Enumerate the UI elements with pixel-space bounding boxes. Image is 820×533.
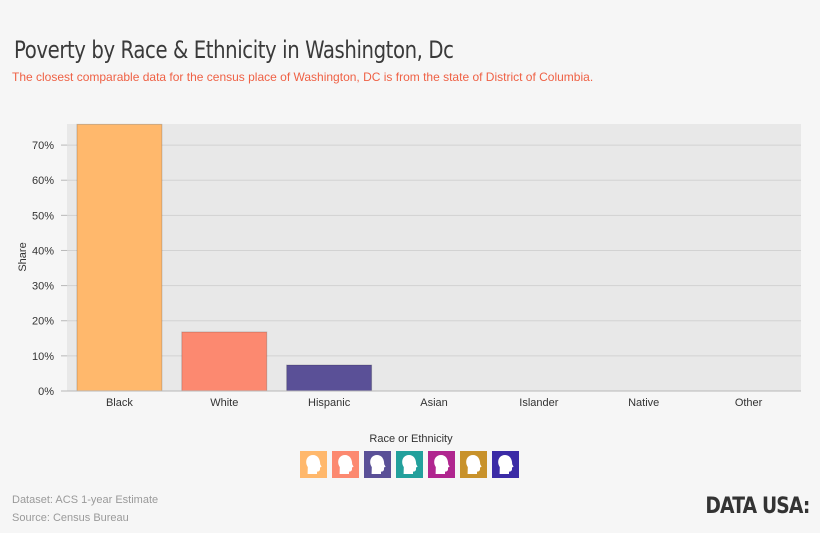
bar-black[interactable] <box>76 123 163 392</box>
person-head-icon <box>306 455 322 474</box>
bars <box>76 123 373 392</box>
x-tick-label: Native <box>628 397 659 409</box>
chart-subtitle: The closest comparable data for the cens… <box>12 70 594 84</box>
y-tick-label: 30% <box>32 281 54 293</box>
person-head-icon <box>498 455 514 474</box>
y-axis-label: Share <box>17 242 29 271</box>
y-tick-label: 40% <box>32 245 54 257</box>
legend-swatch[interactable] <box>396 451 423 478</box>
person-head-icon <box>338 455 354 474</box>
x-tick-label: Other <box>735 397 763 409</box>
bar-hispanic[interactable] <box>286 364 373 392</box>
x-axis-label: Race or Ethnicity <box>369 433 453 445</box>
y-tick-label: 0% <box>38 386 54 398</box>
legend-swatch[interactable] <box>460 451 487 478</box>
legend-swatch[interactable] <box>428 451 455 478</box>
plot-background <box>67 124 801 391</box>
y-axis-ticks: 0% 10% 20% 30% 40% 50% 60% 70% <box>32 140 67 398</box>
gridlines <box>67 144 801 357</box>
y-tick-label: 50% <box>32 210 54 222</box>
x-tick-label: Islander <box>519 397 558 409</box>
person-head-icon <box>370 455 386 474</box>
y-tick-label: 10% <box>32 351 54 363</box>
person-head-icon <box>434 455 450 474</box>
x-tick-label: Hispanic <box>308 397 351 409</box>
legend-swatch[interactable] <box>492 451 519 478</box>
person-head-icon <box>466 455 482 474</box>
source-note: Source: Census Bureau <box>12 512 129 524</box>
legend-swatch[interactable] <box>332 451 359 478</box>
x-tick-label: Black <box>106 397 133 409</box>
y-tick-label: 20% <box>32 316 54 328</box>
y-tick-label: 60% <box>32 175 54 187</box>
chart-title: Poverty by Race & Ethnicity in Washingto… <box>14 36 454 64</box>
x-tick-label: White <box>210 397 238 409</box>
x-axis-ticks: Black White Hispanic Asian Islander Native Oth… <box>106 397 763 409</box>
bar-white[interactable] <box>181 331 268 392</box>
y-tick-label: 70% <box>32 140 54 152</box>
person-head-icon <box>402 455 418 474</box>
legend-swatch[interactable] <box>300 451 327 478</box>
datausa-logo[interactable]: DATA USA: <box>705 494 811 519</box>
legend-swatch[interactable] <box>364 451 391 478</box>
legend <box>300 451 519 478</box>
dataset-note: Dataset: ACS 1-year Estimate <box>12 494 159 506</box>
x-tick-label: Asian <box>420 397 448 409</box>
